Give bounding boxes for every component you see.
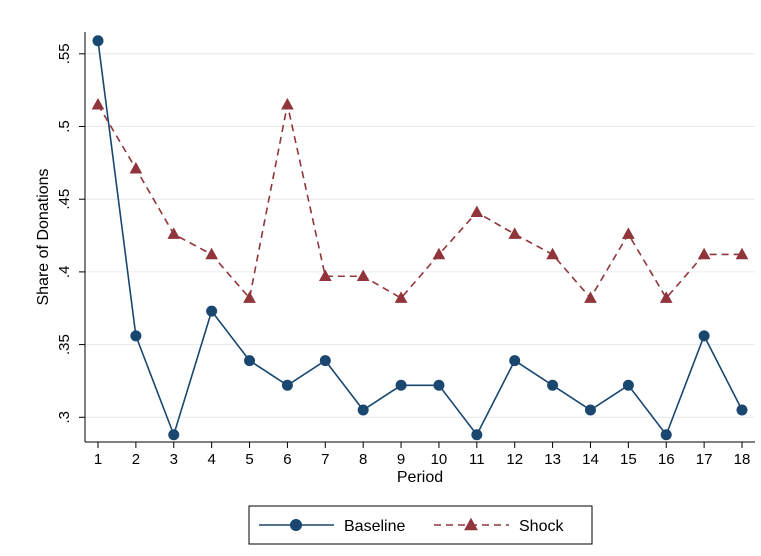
x-tick-label: 18 (734, 451, 751, 468)
data-point (243, 291, 256, 303)
x-tick-label: 6 (283, 451, 291, 468)
x-tick-label: 3 (170, 451, 178, 468)
legend-item-shock: Shock (434, 517, 564, 535)
x-tick-label: 2 (132, 451, 140, 468)
series-layer (91, 35, 749, 441)
y-axis-title: Share of Donations (35, 169, 52, 306)
y-tick-label: .4 (56, 266, 73, 279)
data-point (357, 404, 369, 416)
data-point (92, 35, 104, 47)
data-point (622, 227, 635, 239)
y-tick-label: .35 (56, 334, 73, 355)
data-point (508, 227, 522, 239)
legend-swatch-marker (464, 517, 478, 531)
data-point (129, 161, 143, 174)
data-point (168, 429, 180, 441)
data-point (471, 429, 483, 441)
data-point (698, 330, 710, 342)
data-point (697, 247, 711, 260)
data-point (736, 404, 748, 416)
data-point (318, 269, 332, 282)
legend-item-baseline: Baseline (259, 518, 405, 535)
x-axis-title: Period (397, 469, 443, 486)
legend-label: Baseline (344, 518, 405, 535)
y-tick-label: .45 (56, 189, 73, 210)
x-tick-label: 10 (431, 451, 448, 468)
data-point (206, 305, 218, 317)
legend-label: Shock (519, 518, 564, 535)
data-point (356, 269, 370, 282)
x-tick-label: 13 (544, 451, 561, 468)
data-point (547, 379, 559, 391)
x-tick-label: 5 (245, 451, 253, 468)
legend-swatch-marker (290, 519, 302, 531)
data-point (584, 404, 596, 416)
series-baseline (92, 35, 748, 441)
data-point (281, 97, 294, 110)
data-point (91, 97, 105, 110)
data-point (546, 247, 559, 260)
data-point (584, 291, 597, 303)
data-point (659, 291, 673, 303)
x-tick-label: 12 (506, 451, 523, 468)
x-tick-label: 15 (620, 451, 637, 468)
data-point (395, 379, 407, 391)
series-line (97, 104, 742, 300)
data-point (167, 227, 181, 239)
data-point (244, 355, 256, 367)
data-point (319, 355, 331, 367)
legend-items: Baseline Shock (259, 517, 564, 535)
x-tick-label: 4 (207, 451, 215, 468)
x-tick-label: 14 (582, 451, 599, 468)
gridlines (85, 53, 755, 418)
data-point (130, 330, 142, 342)
x-tick-label: 17 (696, 451, 713, 468)
data-point (205, 247, 218, 260)
x-tick-label: 8 (359, 451, 367, 468)
y-axis-ticks: .3 .35 .4 .45 .5 .55 (56, 43, 85, 424)
data-point (735, 247, 749, 260)
y-tick-label: .55 (56, 43, 73, 64)
data-point (660, 429, 672, 441)
x-tick-label: 9 (397, 451, 405, 468)
series-shock (91, 97, 749, 303)
data-point (432, 247, 446, 260)
data-point (394, 291, 408, 303)
x-tick-label: 7 (321, 451, 329, 468)
y-tick-label: .5 (56, 120, 73, 133)
legend: Baseline Shock (248, 505, 593, 545)
series-line (97, 40, 743, 438)
x-tick-label: 1 (94, 451, 102, 468)
data-point (622, 379, 634, 391)
x-tick-label: 11 (469, 451, 485, 468)
y-tick-label: .3 (56, 411, 73, 424)
data-point (509, 355, 521, 367)
data-point (433, 379, 445, 391)
data-point (281, 379, 293, 391)
x-tick-label: 16 (658, 451, 675, 468)
x-axis-ticks: 1 2 3 4 5 6 7 8 9 10 11 12 13 14 15 16 17 18 (94, 442, 751, 468)
data-point (470, 205, 484, 218)
